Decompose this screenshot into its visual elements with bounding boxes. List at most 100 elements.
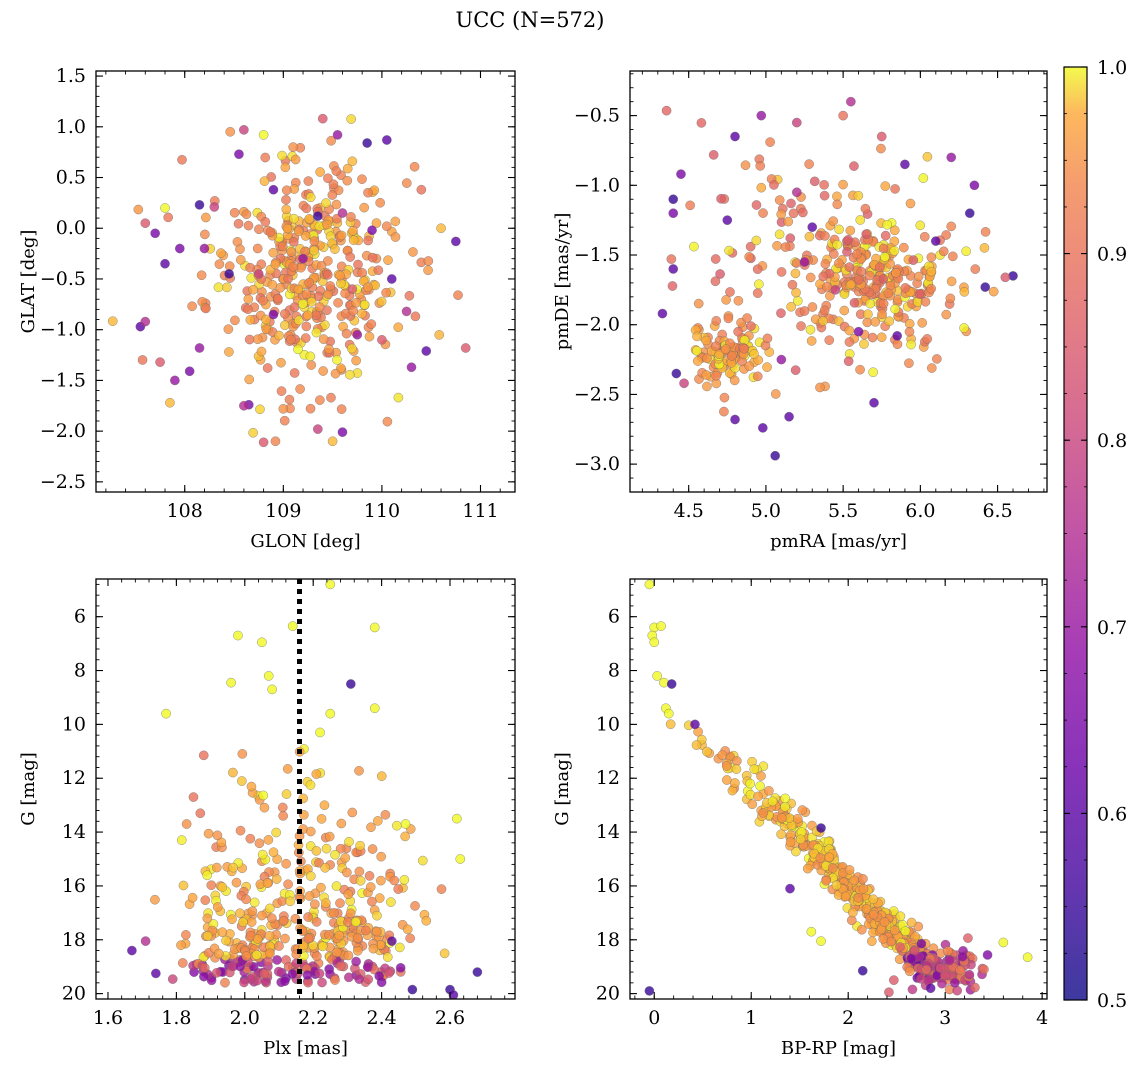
y-tick-label: −1.5 <box>574 244 620 266</box>
member-point <box>832 239 843 250</box>
member-point <box>904 326 915 337</box>
member-point <box>762 362 772 372</box>
member-point <box>802 863 813 874</box>
member-point <box>229 207 240 218</box>
member-point <box>202 931 213 941</box>
member-point <box>383 255 393 266</box>
member-point <box>150 894 160 905</box>
member-point <box>776 308 786 319</box>
member-point <box>246 781 257 792</box>
member-point <box>252 243 263 254</box>
x-tick-label: 108 <box>167 500 203 522</box>
member-point <box>305 351 316 362</box>
member-point <box>752 371 763 382</box>
data-point <box>387 936 397 946</box>
member-point <box>926 252 937 263</box>
member-point <box>282 764 293 774</box>
data-point <box>239 124 249 135</box>
member-point <box>255 404 265 415</box>
member-point <box>262 363 273 373</box>
member-point <box>323 289 334 300</box>
member-point <box>375 197 386 208</box>
member-point <box>818 271 829 282</box>
data-point <box>770 450 781 461</box>
figure-title: UCC (N=572) <box>456 8 605 32</box>
member-point <box>293 344 303 355</box>
member-point <box>330 975 340 985</box>
member-point <box>282 223 293 234</box>
member-point <box>274 941 284 951</box>
member-point <box>807 302 818 312</box>
member-point <box>324 344 334 355</box>
data-point <box>369 622 380 633</box>
member-point <box>252 934 263 944</box>
member-point <box>187 301 197 312</box>
x-tick-label: 5.0 <box>751 500 781 522</box>
member-point <box>868 894 879 905</box>
data-point <box>258 130 269 140</box>
member-point <box>283 879 293 890</box>
member-point <box>693 298 704 309</box>
member-point <box>256 346 267 357</box>
member-point <box>221 935 231 946</box>
member-point <box>847 907 858 918</box>
data-point <box>1000 272 1011 283</box>
member-point <box>235 255 246 265</box>
member-point <box>716 193 726 204</box>
member-point <box>347 807 358 818</box>
member-point <box>265 948 275 959</box>
member-point <box>366 319 377 329</box>
member-point <box>856 266 867 277</box>
member-point <box>386 897 396 907</box>
data-point <box>906 953 917 964</box>
member-point <box>348 225 358 236</box>
data-point <box>950 977 960 988</box>
data-point <box>452 813 462 824</box>
member-point <box>354 974 365 984</box>
member-point <box>855 215 866 225</box>
member-point <box>790 365 801 376</box>
member-point <box>252 334 263 345</box>
member-point <box>961 246 972 257</box>
member-point <box>399 875 410 885</box>
scatter-points <box>657 96 1018 461</box>
member-point <box>915 220 926 231</box>
member-point <box>696 118 707 128</box>
member-point <box>710 254 721 264</box>
member-point <box>946 221 957 232</box>
member-point <box>702 746 712 757</box>
member-point <box>330 244 340 254</box>
member-point <box>137 355 148 365</box>
member-point <box>353 259 363 270</box>
data-point <box>806 926 817 937</box>
data-point <box>184 366 195 377</box>
data-point <box>345 679 356 689</box>
member-point <box>819 190 830 201</box>
data-point <box>791 117 802 128</box>
member-point <box>334 930 345 941</box>
member-point <box>306 296 317 307</box>
member-point <box>289 368 300 378</box>
member-point <box>286 247 297 257</box>
member-point <box>731 756 742 766</box>
member-point <box>874 262 885 273</box>
data-point <box>352 329 363 340</box>
member-point <box>245 314 256 325</box>
y-axis-label: pmDE [mas/yr] <box>552 213 573 351</box>
member-point <box>199 963 210 973</box>
member-point <box>342 175 353 186</box>
member-point <box>708 150 719 160</box>
member-point <box>351 956 361 967</box>
member-point <box>330 849 340 860</box>
member-point <box>839 305 850 316</box>
member-point <box>263 956 273 967</box>
member-point <box>287 969 298 979</box>
data-point <box>679 378 689 389</box>
data-point <box>174 243 185 254</box>
member-point <box>868 367 878 378</box>
data-point <box>979 964 989 975</box>
member-point <box>351 297 362 308</box>
member-point <box>752 264 763 275</box>
member-point <box>333 297 343 308</box>
y-tick-label: −2.0 <box>40 420 86 442</box>
